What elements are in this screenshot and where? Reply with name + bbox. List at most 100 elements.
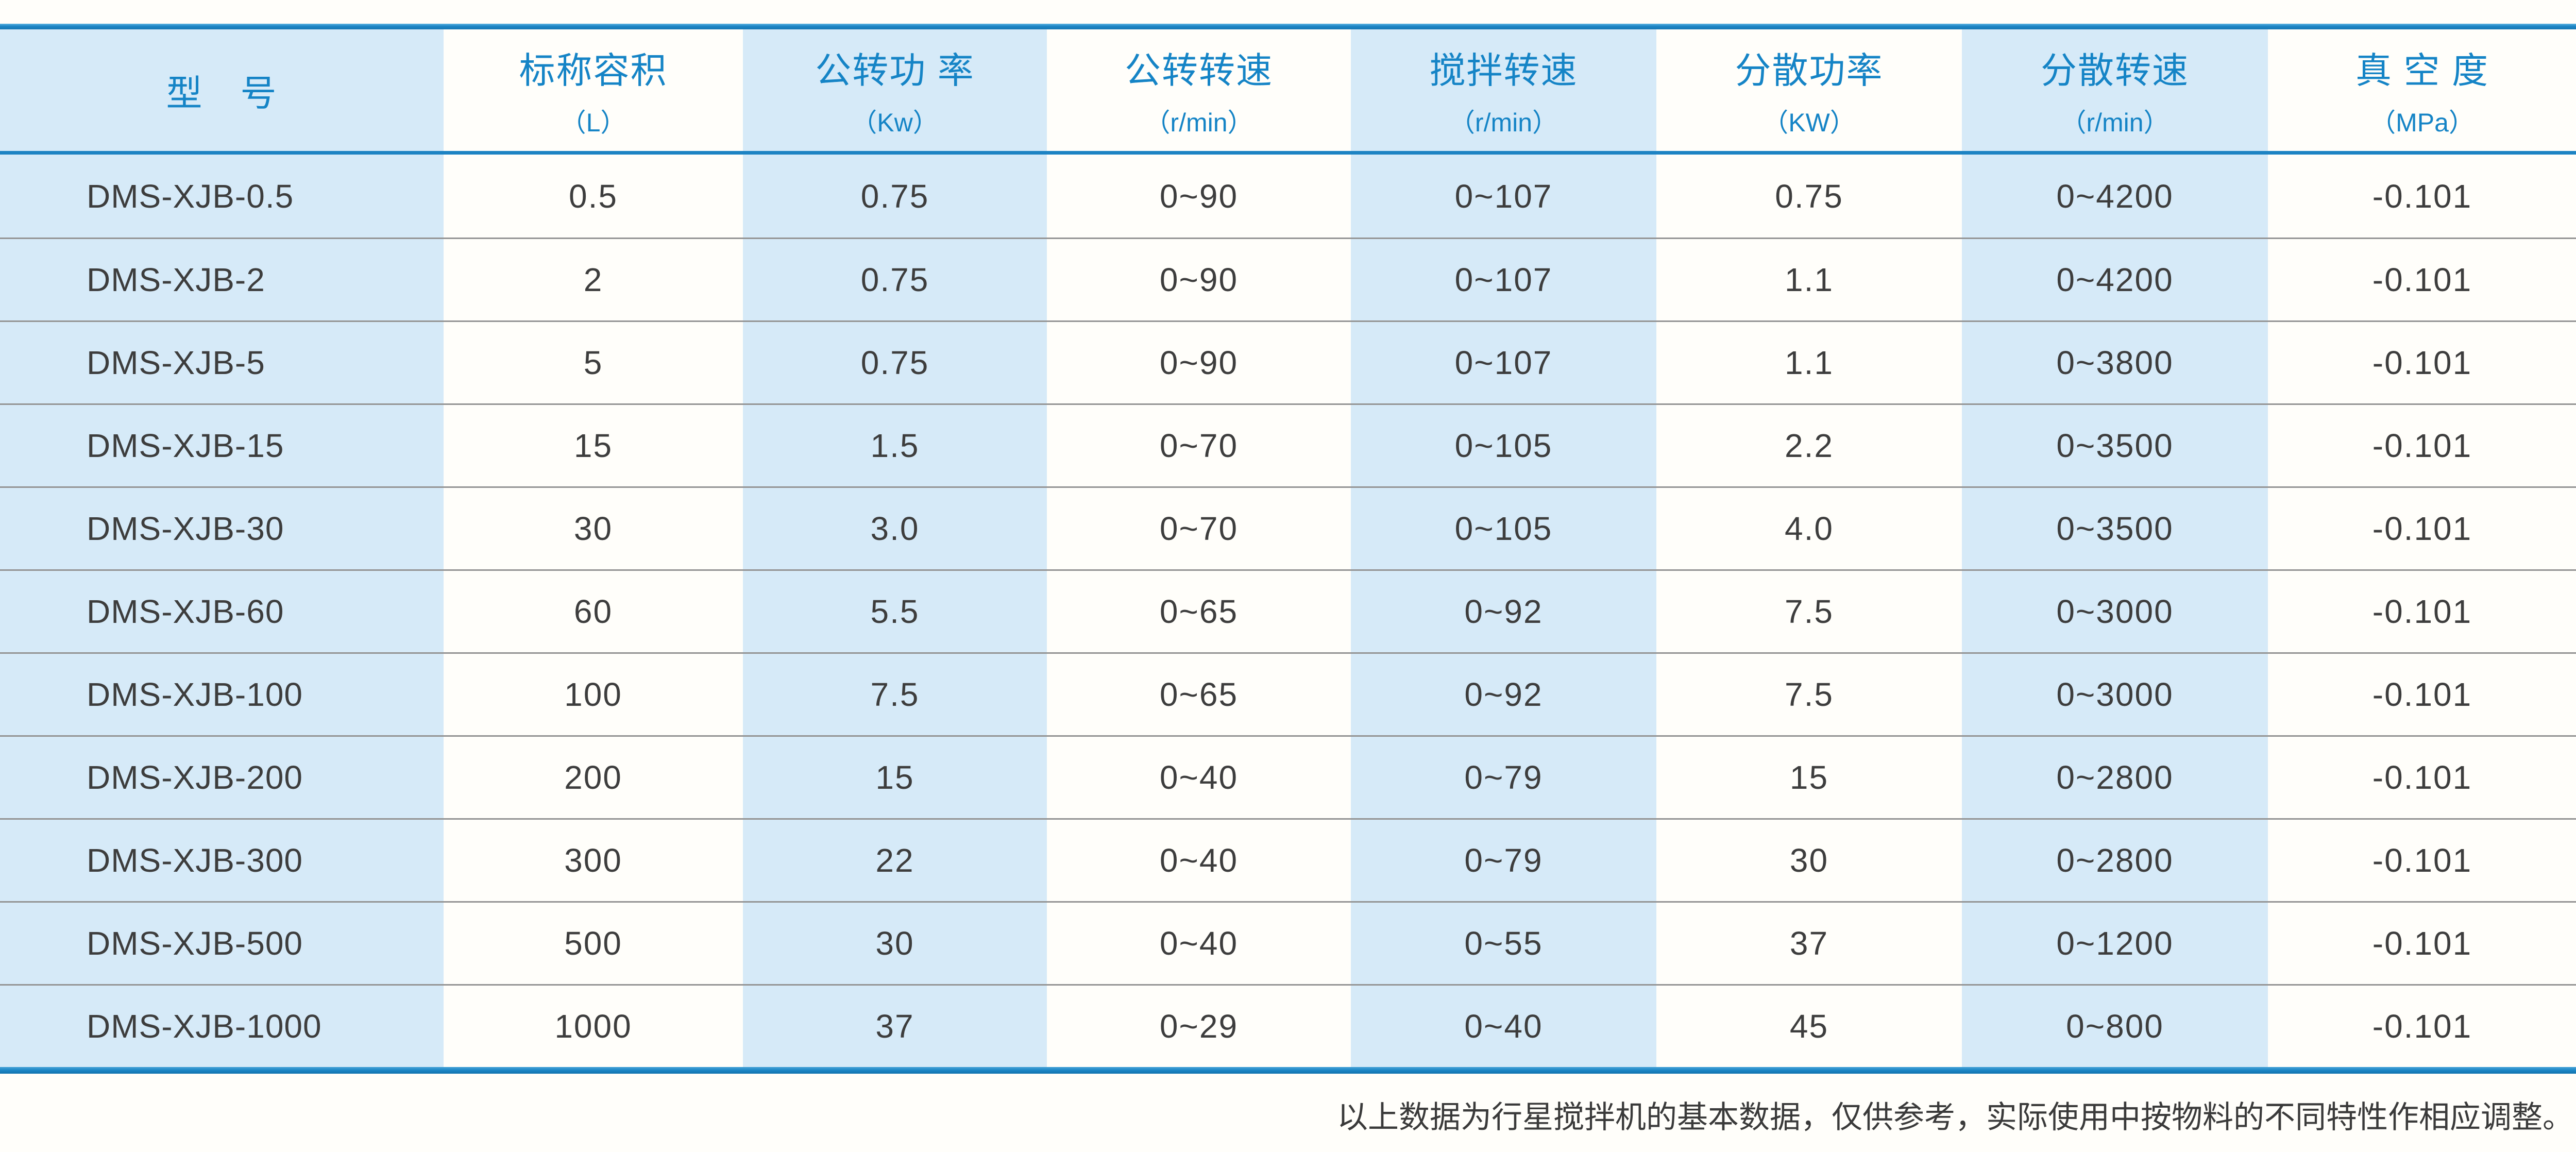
value-cell: 0~65: [1159, 676, 1239, 713]
value-cell: 1000: [554, 1008, 632, 1045]
header-unit: （r/min）: [1449, 108, 1558, 137]
value-cell: 1.1: [1785, 261, 1834, 298]
value-cell: -0.101: [2372, 842, 2472, 879]
header-cell: 真 空 度 （MPa）: [2268, 29, 2576, 151]
header-cell: 标称容积 （L）: [444, 29, 743, 151]
table-row: DMS-XJB-200 200 15 0~40 0~79 15 0~2800 -0.101: [0, 735, 2576, 818]
value-cell: 0.75: [1775, 177, 1843, 215]
value-cell: 7.5: [743, 654, 1047, 735]
table-row: DMS-XJB-1000 1000 37 0~29 0~40 45 0~800 -0.101: [0, 984, 2576, 1067]
value-cell: 300: [564, 842, 622, 879]
table-row: DMS-XJB-0.5 0.5 0.75 0~90 0~107 0.75 0~4200 -0.…: [0, 155, 2576, 238]
value-cell: 0~1200: [1962, 903, 2268, 984]
header-unit: （L）: [560, 108, 626, 137]
header-cell: 分散转速 （r/min）: [1962, 29, 2268, 151]
value-cell: 0~92: [1351, 571, 1656, 652]
header-cell: 分散功率 （KW）: [1656, 29, 1962, 151]
footer-note: 以上数据为行星搅拌机的基本数据，仅供参考，实际使用中按物料的不同特性作相应调整。: [1337, 1099, 2573, 1136]
value-cell: 0~90: [1159, 261, 1239, 298]
value-cell: 2: [583, 261, 603, 298]
header-cell: 公转功 率 （Kw）: [743, 29, 1047, 151]
value-cell: 0~4200: [1962, 239, 2268, 320]
header-title: 公转功 率: [815, 50, 975, 91]
table-row: DMS-XJB-5 5 0.75 0~90 0~107 1.1 0~3800 -0.101: [0, 320, 2576, 403]
value-cell: 0~79: [1351, 820, 1656, 901]
header-unit: （KW）: [1762, 108, 1856, 137]
value-cell: 0~40: [1351, 986, 1656, 1067]
value-cell: -0.101: [2372, 261, 2472, 298]
value-cell: 22: [743, 820, 1047, 901]
value-cell: 0.5: [569, 177, 618, 215]
model-cell: DMS-XJB-30: [0, 488, 444, 569]
value-cell: -0.101: [2372, 593, 2472, 630]
value-cell: 0.75: [743, 239, 1047, 320]
model-cell: DMS-XJB-5: [0, 322, 444, 403]
spec-table: 型 号 标称容积 （L） 公转功 率 （Kw） 公转转速 （r/min） 搅拌转速 （r/min…: [0, 24, 2576, 1074]
value-cell: -0.101: [2372, 344, 2472, 381]
value-cell: 0~800: [1962, 986, 2268, 1067]
value-cell: 1.1: [1785, 344, 1834, 381]
header-cell: 搅拌转速 （r/min）: [1351, 29, 1656, 151]
value-cell: 4.0: [1785, 510, 1834, 547]
table-header-row: 型 号 标称容积 （L） 公转功 率 （Kw） 公转转速 （r/min） 搅拌转速 （r/min…: [0, 29, 2576, 151]
model-cell: DMS-XJB-15: [0, 405, 444, 486]
value-cell: -0.101: [2372, 1008, 2472, 1045]
value-cell: 5: [583, 344, 603, 381]
table-row: DMS-XJB-300 300 22 0~40 0~79 30 0~2800 -0.101: [0, 818, 2576, 901]
value-cell: -0.101: [2372, 759, 2472, 796]
value-cell: 7.5: [1785, 676, 1834, 713]
model-cell: DMS-XJB-200: [0, 737, 444, 818]
table-top-border: [0, 24, 2576, 29]
table-row: DMS-XJB-30 30 3.0 0~70 0~105 4.0 0~3500 -0.101: [0, 486, 2576, 569]
table-bottom-border: [0, 1067, 2576, 1074]
table-row: DMS-XJB-100 100 7.5 0~65 0~92 7.5 0~3000 -0.101: [0, 652, 2576, 735]
value-cell: 0~70: [1159, 427, 1239, 464]
value-cell: 0~3800: [1962, 322, 2268, 403]
header-cell: 型 号: [0, 29, 444, 151]
value-cell: 0~3500: [1962, 488, 2268, 569]
value-cell: 0~107: [1351, 239, 1656, 320]
table-row: DMS-XJB-60 60 5.5 0~65 0~92 7.5 0~3000 -0.101: [0, 569, 2576, 652]
model-cell: DMS-XJB-0.5: [0, 155, 444, 238]
value-cell: 200: [564, 759, 622, 796]
value-cell: 0~92: [1351, 654, 1656, 735]
header-unit: （r/min）: [1144, 108, 1253, 137]
header-title: 标称容积: [519, 50, 668, 91]
value-cell: 15: [743, 737, 1047, 818]
value-cell: 0~105: [1351, 488, 1656, 569]
value-cell: 5.5: [743, 571, 1047, 652]
table-row: DMS-XJB-500 500 30 0~40 0~55 37 0~1200 -0.101: [0, 901, 2576, 984]
value-cell: 0~3000: [1962, 654, 2268, 735]
value-cell: -0.101: [2372, 676, 2472, 713]
value-cell: 60: [573, 593, 613, 630]
value-cell: 0~4200: [1962, 155, 2268, 238]
header-title: 分散转速: [2041, 50, 2189, 91]
value-cell: 0.75: [743, 322, 1047, 403]
value-cell: 0.75: [743, 155, 1047, 238]
header-title: 搅拌转速: [1429, 50, 1578, 91]
value-cell: 100: [564, 676, 622, 713]
value-cell: 0~107: [1351, 155, 1656, 238]
value-cell: 0~65: [1159, 593, 1239, 630]
value-cell: 0~70: [1159, 510, 1239, 547]
value-cell: 30: [1789, 842, 1829, 879]
header-unit: （Kw）: [851, 108, 939, 137]
header-divider: [0, 151, 2576, 155]
value-cell: 37: [1789, 925, 1829, 962]
model-cell: DMS-XJB-1000: [0, 986, 444, 1067]
value-cell: 30: [743, 903, 1047, 984]
header-title: 型 号: [166, 73, 278, 113]
value-cell: 0~40: [1159, 842, 1239, 879]
header-title: 公转转速: [1125, 50, 1273, 91]
value-cell: 0~40: [1159, 925, 1239, 962]
table-row: DMS-XJB-15 15 1.5 0~70 0~105 2.2 0~3500 -0.101: [0, 403, 2576, 486]
value-cell: 0~107: [1351, 322, 1656, 403]
table-row: DMS-XJB-2 2 0.75 0~90 0~107 1.1 0~4200 -0.101: [0, 238, 2576, 320]
value-cell: -0.101: [2372, 510, 2472, 547]
value-cell: -0.101: [2372, 427, 2472, 464]
value-cell: 2.2: [1785, 427, 1834, 464]
model-cell: DMS-XJB-100: [0, 654, 444, 735]
value-cell: -0.101: [2372, 925, 2472, 962]
value-cell: 0~3500: [1962, 405, 2268, 486]
